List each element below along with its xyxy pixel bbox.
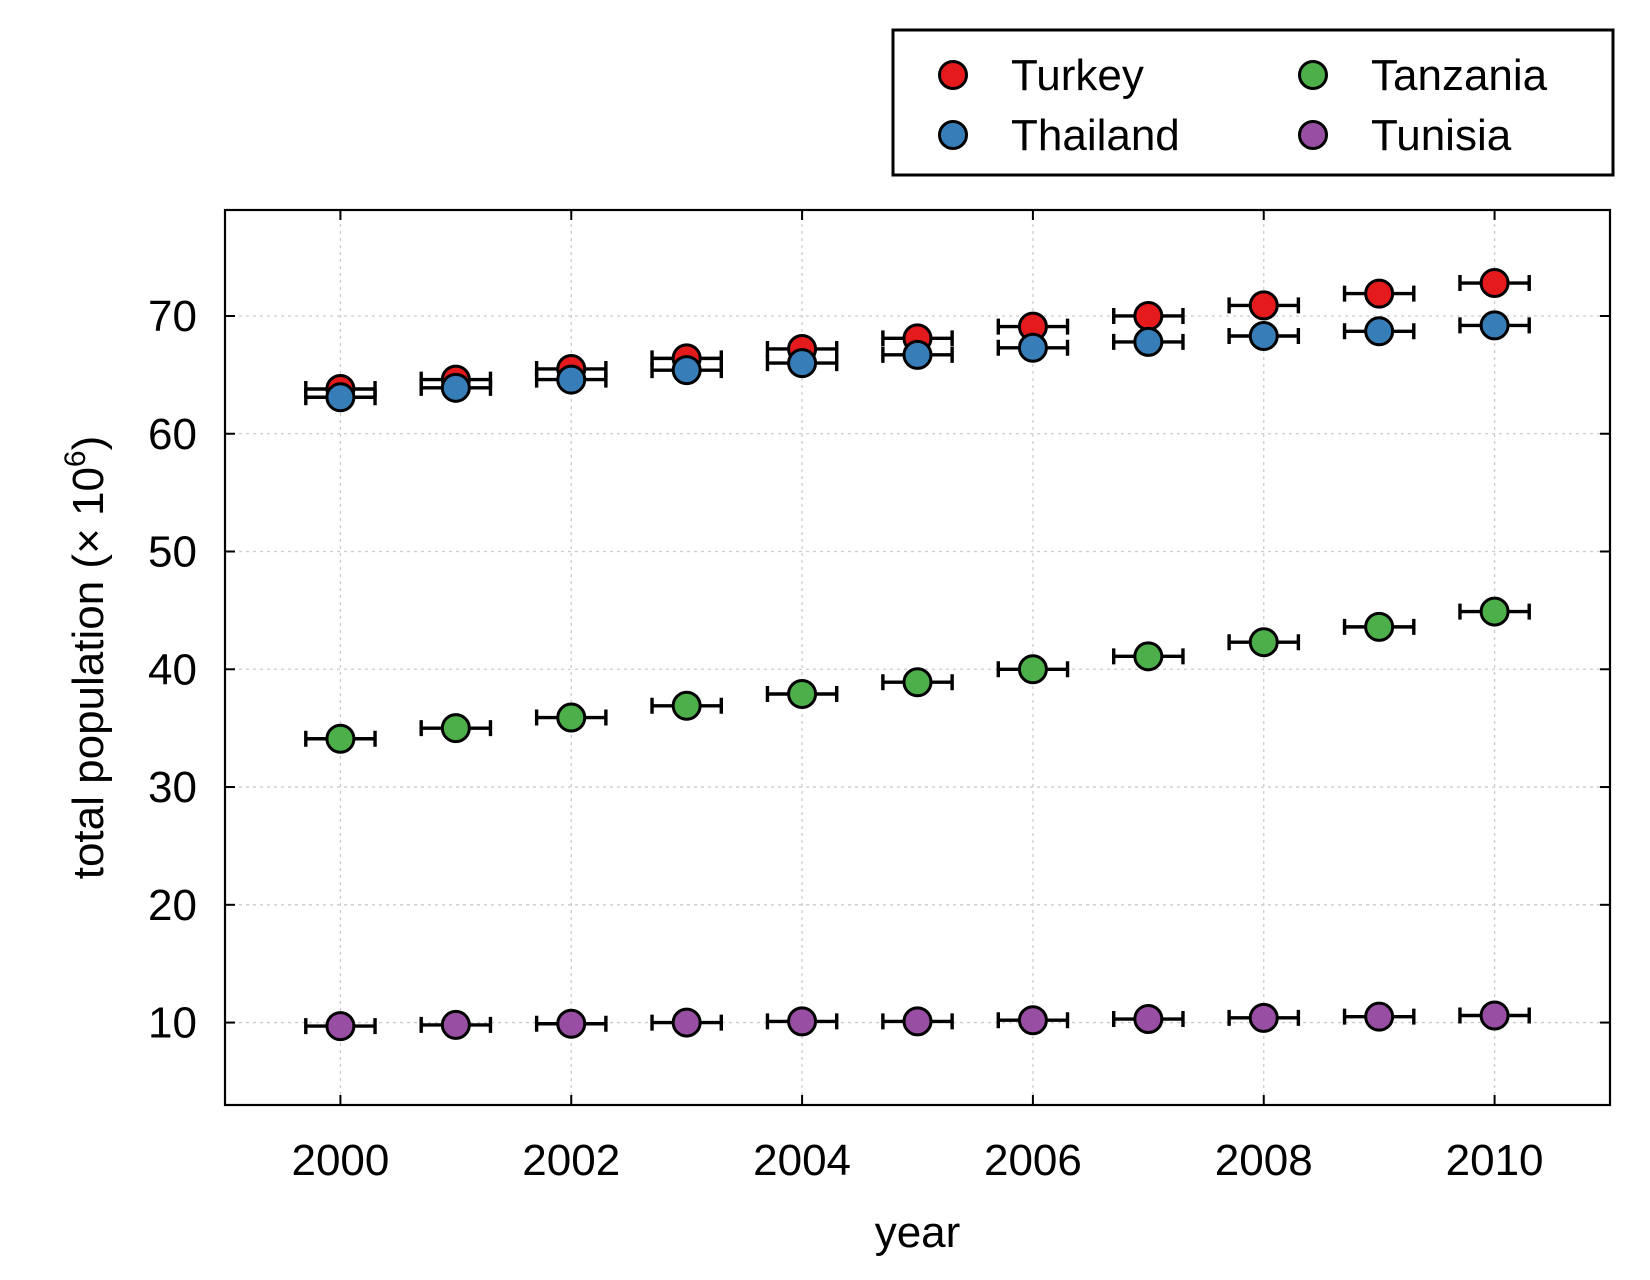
legend: Turkey Thailand Tanzania Tunisia xyxy=(891,28,1615,177)
data-point-thailand xyxy=(325,382,356,413)
legend-label-thailand: Thailand xyxy=(1011,111,1180,160)
x-tick-label: 2004 xyxy=(753,1136,851,1185)
data-point-tanzania xyxy=(1364,611,1395,642)
legend-items: Turkey Thailand Tanzania Tunisia xyxy=(938,51,1548,160)
legend-marker-tunisia xyxy=(1298,120,1328,150)
x-tick-label: 2006 xyxy=(984,1136,1082,1185)
y-tick-label: 40 xyxy=(148,645,197,694)
data-point-tunisia xyxy=(1248,1002,1279,1033)
data-point-tunisia xyxy=(787,1006,818,1037)
markers-layer xyxy=(325,268,1510,1042)
data-point-thailand xyxy=(1133,326,1164,357)
y-tick-label: 20 xyxy=(148,881,197,930)
data-point-tunisia xyxy=(902,1006,933,1037)
legend-marker-thailand xyxy=(938,120,968,150)
y-tick-label: 50 xyxy=(148,528,197,577)
y-tick-label: 70 xyxy=(148,292,197,341)
data-point-tanzania xyxy=(325,723,356,754)
data-point-turkey xyxy=(1248,290,1279,321)
data-point-thailand xyxy=(440,372,471,403)
y-axis-title-close: ) xyxy=(64,436,113,451)
y-axis-title-exponent: 6 xyxy=(59,450,92,467)
x-tick-label: 2010 xyxy=(1446,1136,1544,1185)
y-axis-title-main: total population (× 10 xyxy=(64,467,113,879)
data-point-tunisia xyxy=(556,1008,587,1039)
data-point-thailand xyxy=(902,339,933,370)
data-point-tunisia xyxy=(671,1007,702,1038)
data-point-thailand xyxy=(556,364,587,395)
data-point-tanzania xyxy=(440,713,471,744)
data-point-thailand xyxy=(1248,321,1279,352)
error-bars-layer xyxy=(304,275,1531,1035)
ticks-layer xyxy=(225,210,1610,1105)
data-point-turkey xyxy=(1133,300,1164,331)
data-point-tunisia xyxy=(1479,1000,1510,1031)
data-point-tanzania xyxy=(902,667,933,698)
data-point-tunisia xyxy=(440,1009,471,1040)
data-point-tunisia xyxy=(1017,1005,1048,1036)
data-point-turkey xyxy=(1364,278,1395,309)
x-tick-label: 2000 xyxy=(291,1136,389,1185)
y-tick-label: 30 xyxy=(148,763,197,812)
plot-frame xyxy=(223,208,1612,1107)
x-tick-label: 2002 xyxy=(522,1136,620,1185)
y-tick-label: 10 xyxy=(148,999,197,1048)
data-point-tunisia xyxy=(1364,1001,1395,1032)
x-axis-title: year xyxy=(875,1208,961,1257)
y-tick-label: 60 xyxy=(148,410,197,459)
data-point-tanzania xyxy=(671,690,702,721)
legend-box xyxy=(891,28,1615,177)
data-point-thailand xyxy=(787,348,818,379)
data-point-thailand xyxy=(1479,310,1510,341)
data-point-tanzania xyxy=(787,679,818,710)
data-point-thailand xyxy=(1017,332,1048,363)
data-point-tanzania xyxy=(1248,627,1279,658)
data-point-tunisia xyxy=(325,1011,356,1042)
data-point-tanzania xyxy=(1133,641,1164,672)
data-point-tunisia xyxy=(1133,1004,1164,1035)
data-point-tanzania xyxy=(1479,596,1510,627)
data-point-thailand xyxy=(671,355,702,386)
data-point-turkey xyxy=(1479,268,1510,299)
data-point-tanzania xyxy=(556,702,587,733)
legend-marker-tanzania xyxy=(1298,60,1328,90)
y-axis-title: total population (× 106) xyxy=(59,436,113,880)
legend-marker-turkey xyxy=(938,60,968,90)
x-tick-label: 2008 xyxy=(1215,1136,1313,1185)
data-point-tanzania xyxy=(1017,654,1048,685)
legend-label-turkey: Turkey xyxy=(1011,51,1144,100)
legend-label-tunisia: Tunisia xyxy=(1371,111,1512,160)
data-point-thailand xyxy=(1364,316,1395,347)
legend-label-tanzania: Tanzania xyxy=(1371,51,1548,100)
